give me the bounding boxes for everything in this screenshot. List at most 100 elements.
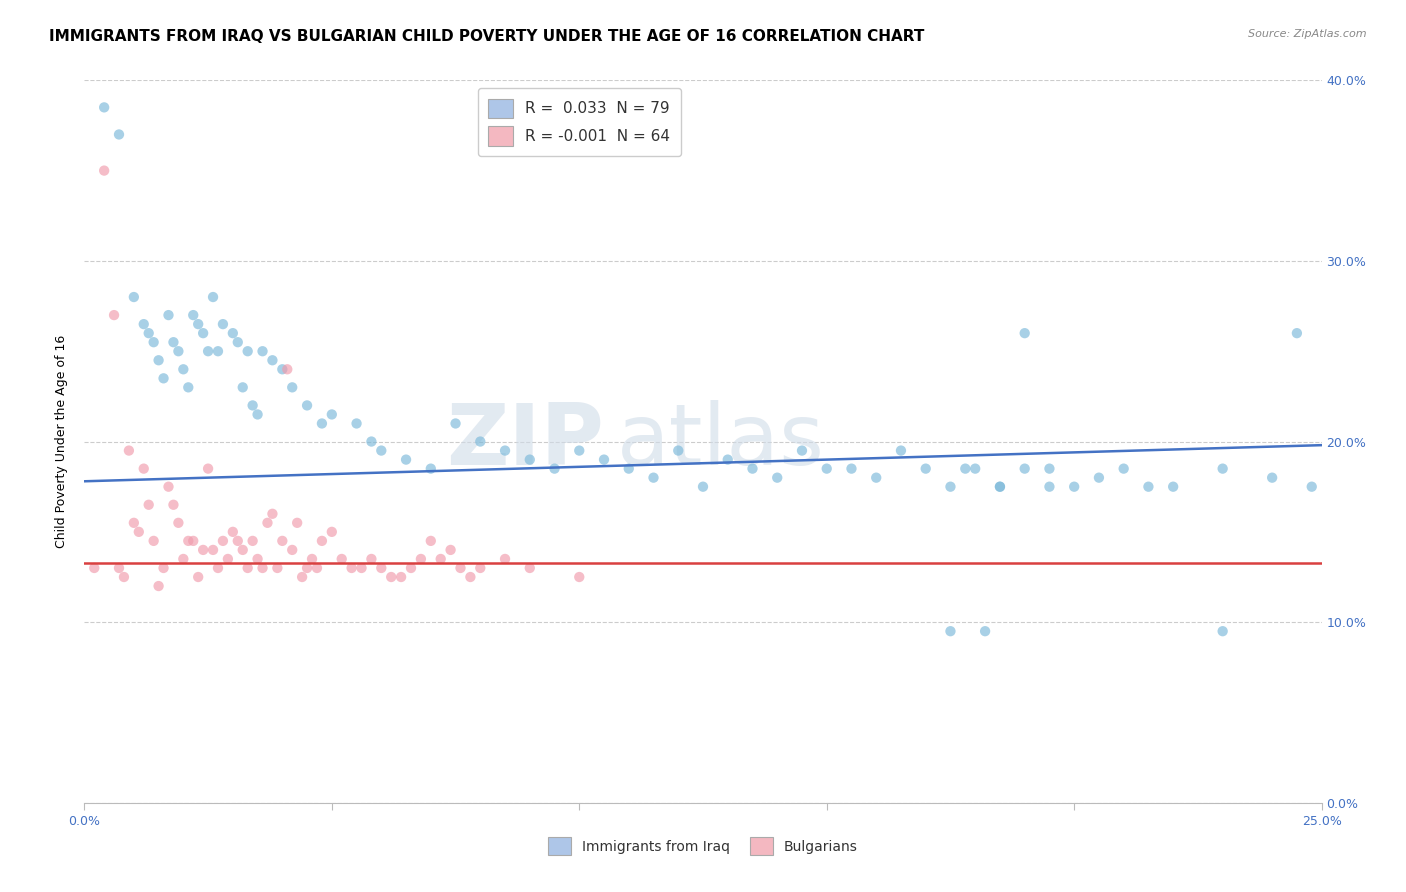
Point (252, 561, 274, 575)
Point (222, 524, 245, 539)
Text: atlas: atlas (616, 400, 824, 483)
Point (311, 417, 333, 431)
Point (236, 344, 259, 359)
Point (162, 498, 184, 512)
Point (167, 516, 190, 530)
Point (103, 308, 125, 322)
Point (246, 552, 269, 566)
Point (187, 570, 209, 584)
Point (93, 163, 115, 178)
Point (1038, 461, 1060, 475)
Point (207, 344, 229, 359)
Point (815, 461, 838, 475)
Point (202, 290, 225, 304)
Point (276, 362, 298, 376)
Point (790, 443, 813, 458)
Point (132, 317, 155, 331)
Point (295, 561, 318, 575)
Point (232, 380, 254, 394)
Point (167, 344, 190, 359)
Point (360, 552, 382, 566)
Point (212, 317, 235, 331)
Point (1137, 480, 1160, 494)
Point (494, 552, 516, 566)
Point (93, 100, 115, 114)
Point (295, 398, 318, 412)
Point (181, 308, 204, 322)
Point (108, 561, 131, 575)
Point (321, 408, 343, 422)
Point (494, 443, 516, 458)
Point (181, 533, 204, 548)
Point (108, 128, 131, 142)
Point (766, 471, 789, 485)
Point (281, 542, 304, 557)
Point (246, 408, 269, 422)
Point (242, 398, 264, 412)
Point (142, 533, 165, 548)
Point (914, 461, 936, 475)
Point (122, 516, 145, 530)
Point (197, 344, 219, 359)
Point (232, 542, 254, 557)
Point (841, 461, 863, 475)
Point (617, 461, 640, 475)
Point (1212, 461, 1234, 475)
Y-axis label: Child Poverty Under the Age of 16: Child Poverty Under the Age of 16 (55, 334, 69, 549)
Point (519, 452, 541, 467)
Point (217, 552, 239, 566)
Point (222, 326, 245, 340)
Point (389, 570, 412, 584)
Point (380, 570, 402, 584)
Point (236, 561, 259, 575)
Point (177, 380, 200, 394)
Point (138, 498, 160, 512)
Point (321, 524, 343, 539)
Point (285, 516, 308, 530)
Point (965, 461, 987, 475)
Point (187, 317, 209, 331)
Point (138, 326, 160, 340)
Point (311, 533, 333, 548)
Text: IMMIGRANTS FROM IRAQ VS BULGARIAN CHILD POVERTY UNDER THE AGE OF 16 CORRELATION : IMMIGRANTS FROM IRAQ VS BULGARIAN CHILD … (49, 29, 925, 44)
Point (643, 471, 665, 485)
Point (470, 434, 492, 449)
Point (666, 443, 689, 458)
Point (370, 443, 392, 458)
Point (692, 480, 714, 494)
Point (128, 524, 150, 539)
Point (266, 561, 288, 575)
Point (409, 552, 432, 566)
Text: Source: ZipAtlas.com: Source: ZipAtlas.com (1249, 29, 1367, 38)
Point (568, 443, 591, 458)
Point (207, 561, 229, 575)
Point (568, 570, 591, 584)
Point (988, 480, 1011, 494)
Point (370, 561, 392, 575)
Point (429, 552, 451, 566)
Point (83, 561, 105, 575)
Point (1038, 480, 1060, 494)
Point (346, 417, 368, 431)
Point (177, 533, 200, 548)
Point (1088, 471, 1111, 485)
Point (395, 452, 418, 467)
Point (741, 461, 763, 475)
Point (1161, 480, 1184, 494)
Point (271, 362, 294, 376)
Point (543, 461, 565, 475)
Point (1261, 471, 1284, 485)
Point (242, 533, 264, 548)
Point (470, 561, 492, 575)
Point (1014, 326, 1036, 340)
Point (157, 308, 180, 322)
Point (226, 335, 249, 350)
Point (450, 561, 472, 575)
Point (132, 461, 155, 475)
Point (291, 570, 314, 584)
Text: ZIP: ZIP (446, 400, 605, 483)
Point (1212, 624, 1234, 639)
Point (148, 353, 170, 368)
Point (717, 452, 740, 467)
Point (112, 570, 135, 584)
